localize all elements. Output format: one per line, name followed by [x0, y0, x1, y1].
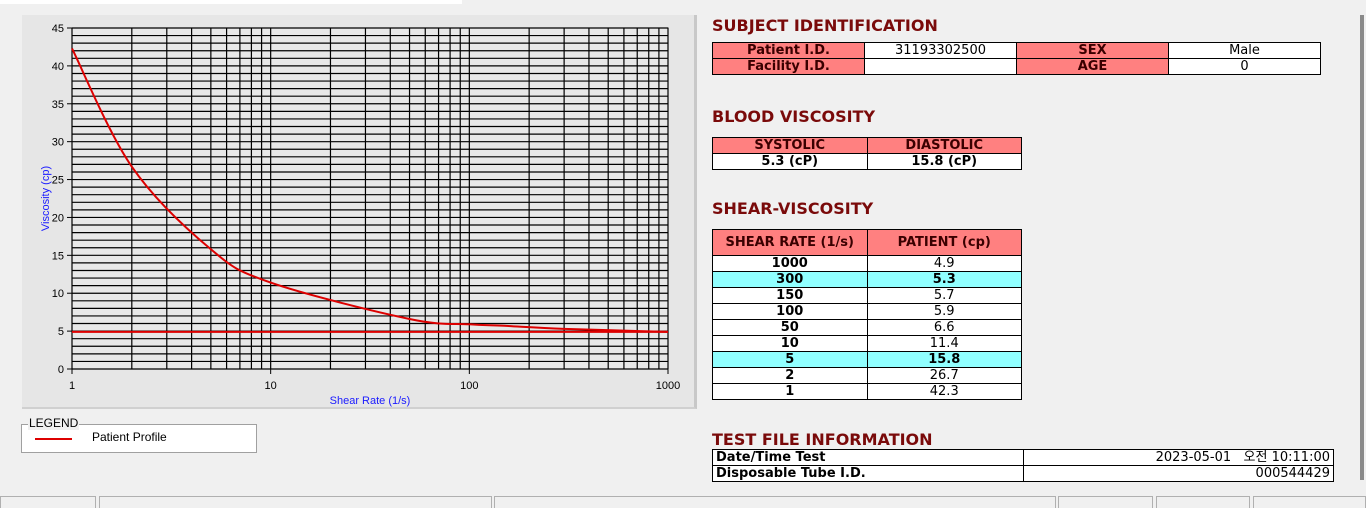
status-segment	[0, 496, 96, 508]
y-tick-label: 20	[52, 212, 64, 224]
y-tick-label: 15	[52, 250, 64, 262]
patient-header: PATIENT (cp)	[866, 229, 1022, 256]
legend-label: Patient Profile	[92, 430, 167, 444]
age-label: AGE	[1016, 58, 1169, 75]
shear-rate-cell: 5	[712, 351, 868, 368]
scrollbar[interactable]	[1360, 15, 1364, 480]
age: 0	[1168, 58, 1321, 75]
status-segment	[1156, 496, 1250, 508]
date-label: Date/Time Test	[712, 449, 1024, 466]
x-axis-label: Shear Rate (1/s)	[330, 395, 411, 407]
table-row: 150 5.7	[712, 287, 1022, 304]
table-row: 2 26.7	[712, 367, 1022, 384]
top-bar	[0, 0, 462, 4]
plot-area	[71, 27, 669, 370]
patient-value-cell: 5.7	[866, 287, 1022, 304]
sex-label: SEX	[1016, 42, 1169, 59]
shear-rate-cell: 150	[712, 287, 868, 304]
y-tick-label: 10	[52, 288, 64, 300]
y-tick-label: 40	[52, 61, 64, 73]
patient-id: 31193302500	[864, 42, 1017, 59]
systolic-value: 5.3 (cP)	[712, 153, 868, 170]
table-row: 300 5.3	[712, 271, 1022, 288]
y-tick-label: 30	[52, 137, 64, 149]
patient-value-cell: 26.7	[866, 367, 1022, 384]
blood-title: BLOOD VISCOSITY	[712, 107, 876, 126]
shear-rate-header: SHEAR RATE (1/s)	[712, 229, 868, 256]
diastolic-label: DIASTOLIC	[866, 137, 1022, 154]
chart-panel: 0 5 10 15 20 25 30 35 40 45 1 10 100 1000 Shear Rate (…	[22, 15, 697, 409]
date-value: 2023-05-01 오전 10:11:00	[1022, 449, 1334, 466]
status-segment	[99, 496, 492, 508]
y-axis-label: Viscosity (cp)	[40, 166, 52, 231]
status-segment	[1253, 496, 1366, 508]
x-tick-label: 1	[69, 380, 75, 392]
facility-id	[864, 58, 1017, 75]
status-segment	[1058, 496, 1153, 508]
patient-value-cell: 11.4	[866, 335, 1022, 352]
viscosity-chart: 0 5 10 15 20 25 30 35 40 45 1 10 100 1000 Shear Rate (…	[40, 23, 680, 407]
shear-table: SHEAR RATE (1/s) PATIENT (cp) 1000 4.9 300 5…	[712, 229, 1022, 400]
series-line-0	[71, 48, 669, 333]
patient-value-cell: 42.3	[866, 383, 1022, 400]
status-segment	[494, 496, 1056, 508]
facility-label: Facility I.D.	[712, 58, 865, 75]
x-tick-label: 10	[265, 380, 277, 392]
patient-value-cell: 6.6	[866, 319, 1022, 336]
table-row: 5 15.8	[712, 351, 1022, 368]
testfile-table: Date/Time Test 2023-05-01 오전 10:11:00 Dis…	[712, 449, 1334, 482]
blood-table: SYSTOLIC DIASTOLIC 5.3 (cP) 15.8 (cP)	[712, 137, 1022, 170]
table-row: 1 42.3	[712, 383, 1022, 400]
x-tick-label: 1000	[656, 380, 680, 392]
shear-rate-cell: 1000	[712, 255, 868, 272]
y-tick-label: 25	[52, 175, 64, 187]
shear-rate-cell: 10	[712, 335, 868, 352]
patient-id-label: Patient I.D.	[712, 42, 865, 59]
shear-rate-cell: 100	[712, 303, 868, 320]
patient-value-cell: 4.9	[866, 255, 1022, 272]
tube-label: Disposable Tube I.D.	[712, 465, 1024, 482]
testfile-title: TEST FILE INFORMATION	[712, 430, 933, 449]
subject-table: Patient I.D. 31193302500 SEX Male Facility …	[712, 42, 1321, 75]
tube-value: 000544429	[1022, 465, 1334, 482]
patient-value-cell: 15.8	[866, 351, 1022, 368]
legend-swatch	[35, 438, 72, 440]
shear-rate-cell: 2	[712, 367, 868, 384]
y-tick-label: 5	[58, 326, 64, 338]
shear-rate-cell: 300	[712, 271, 868, 288]
systolic-label: SYSTOLIC	[712, 137, 868, 154]
patient-value-cell: 5.3	[866, 271, 1022, 288]
legend: LEGEND Patient Profile	[21, 416, 257, 453]
table-row: 10 11.4	[712, 335, 1022, 352]
diastolic-value: 15.8 (cP)	[866, 153, 1022, 170]
shear-rate-cell: 1	[712, 383, 868, 400]
y-tick-label: 45	[52, 23, 64, 35]
x-tick-label: 100	[460, 380, 478, 392]
legend-title: LEGEND	[28, 416, 80, 430]
status-bar	[0, 496, 1366, 508]
shear-rate-cell: 50	[712, 319, 868, 336]
table-row: 50 6.6	[712, 319, 1022, 336]
table-row: 100 5.9	[712, 303, 1022, 320]
subject-title: SUBJECT IDENTIFICATION	[712, 16, 938, 35]
patient-value-cell: 5.9	[866, 303, 1022, 320]
table-row: 1000 4.9	[712, 255, 1022, 272]
sex: Male	[1168, 42, 1321, 59]
y-tick-label: 0	[58, 364, 64, 376]
shear-title: SHEAR-VISCOSITY	[712, 199, 874, 218]
y-tick-label: 35	[52, 99, 64, 111]
